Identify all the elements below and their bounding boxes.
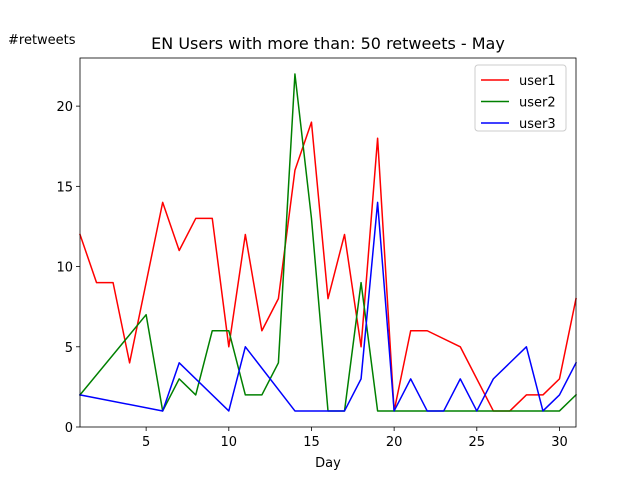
axes-frame xyxy=(79,57,577,428)
y-tick-label: 10 xyxy=(56,261,73,276)
legend-label-user3: user3 xyxy=(519,117,556,132)
plot-area: 5 10 15 20 25 30 0 5 10 15 20 xyxy=(56,57,578,450)
y-tick-label: 15 xyxy=(56,180,73,195)
x-tick-label: 15 xyxy=(303,435,320,450)
legend-label-user2: user2 xyxy=(519,96,556,111)
x-tick-label: 10 xyxy=(221,435,238,450)
legend-label-user1: user1 xyxy=(519,74,556,89)
x-tick-label: 30 xyxy=(551,435,568,450)
y-tick-label: 5 xyxy=(65,341,73,356)
legend-box xyxy=(474,64,567,132)
x-tick-label: 5 xyxy=(142,435,150,450)
x-tick-label: 25 xyxy=(469,435,486,450)
legend: user1 user2 user3 xyxy=(474,64,567,132)
y-axis-label: #retweets xyxy=(8,33,76,48)
series-line-user3 xyxy=(79,201,578,412)
series-line-user1 xyxy=(79,121,577,412)
x-tick-label: 20 xyxy=(386,435,403,450)
y-tick-label: 0 xyxy=(65,421,73,436)
series-line-user2 xyxy=(78,73,578,412)
y-tick-label: 20 xyxy=(56,100,73,115)
chart-title: EN Users with more than: 50 retweets - M… xyxy=(151,34,505,53)
x-axis-label: Day xyxy=(315,456,341,471)
